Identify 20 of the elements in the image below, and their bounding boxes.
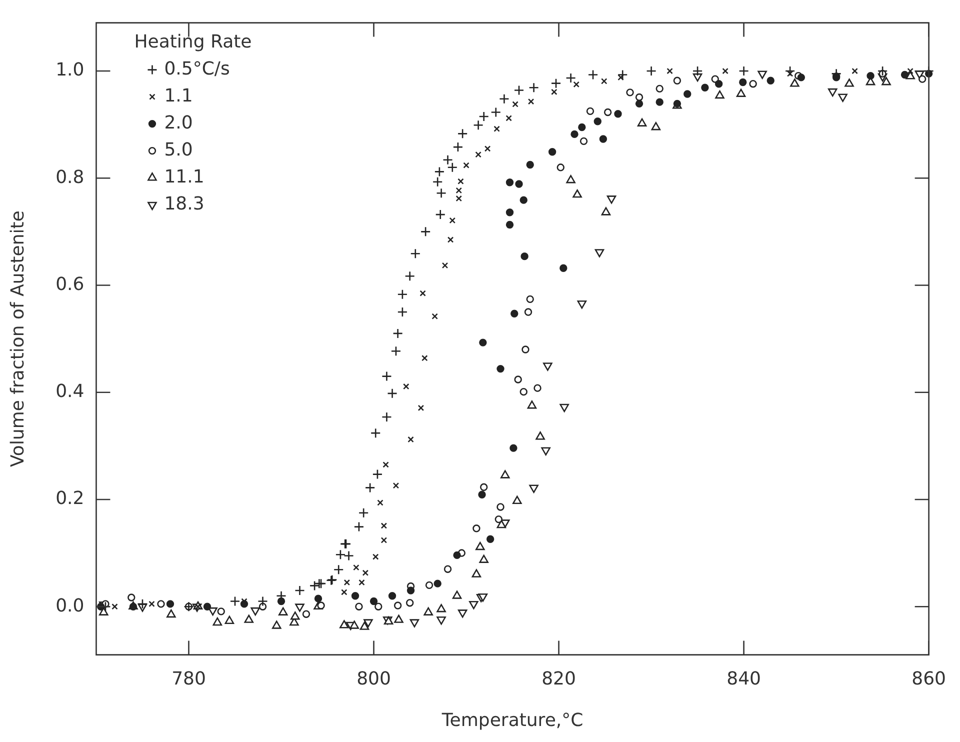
y-tick-label: 0.6 <box>56 274 84 295</box>
x-tick-label: 840 <box>726 668 761 690</box>
legend-label: 1.1 <box>164 85 193 106</box>
y-tick-label: 0.4 <box>56 381 84 402</box>
x-tick-label: 820 <box>542 668 576 690</box>
legend-label: 0.5°C/s <box>164 58 230 80</box>
x-tick-label: 860 <box>912 668 946 690</box>
legend-label: 18.3 <box>164 193 204 214</box>
x-tick-label: 780 <box>172 668 206 690</box>
legend-title: Heating Rate <box>134 31 252 52</box>
x-tick-label: 800 <box>356 668 391 690</box>
y-axis-title: Volume fraction of Austenite <box>7 210 28 467</box>
legend-label: 2.0 <box>164 112 193 134</box>
y-tick-label: 0.0 <box>56 595 84 616</box>
legend-label: 5.0 <box>164 139 193 160</box>
y-tick-label: 0.8 <box>56 166 84 188</box>
legend-label: 11.1 <box>164 166 204 188</box>
x-axis-title: Temperature,°C <box>440 710 584 731</box>
y-tick-label: 0.2 <box>56 488 84 510</box>
y-tick-label: 1.0 <box>56 60 84 81</box>
